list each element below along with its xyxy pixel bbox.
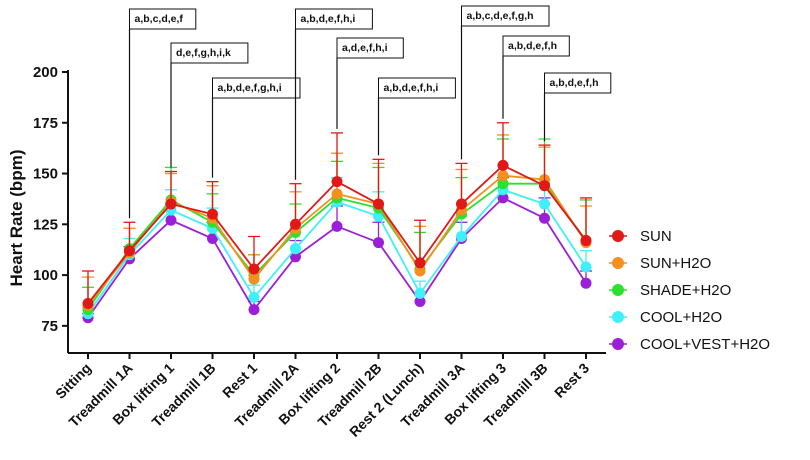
annotation-label: a,b,d,e,f,h [508,40,557,52]
y-tick-label: 125 [33,216,58,233]
data-point [580,261,592,273]
data-point [539,180,550,192]
y-axis-label: Heart Rate (bpm) [7,150,26,287]
annotation-label: a,b,d,e,f,h,i [301,13,356,25]
series-sun [82,122,592,310]
data-point [248,304,260,316]
data-point [331,176,343,188]
data-point [207,233,218,245]
data-point [165,198,177,210]
annotation: a,d,e,f,h,i [336,37,404,129]
legend-item: SUN+H2O [609,255,711,272]
annotation-label: a,b,c,d,e,f,g,h [467,10,534,22]
annotation-box [461,5,550,27]
y-tick-label: 175 [33,115,58,132]
legend-item: COOL+H2O [609,309,722,326]
annotation-layer: a,b,c,d,e,f d,e,f,g,h,i,k a,b,d,e,f,g,h,i a… [128,5,612,219]
data-point [290,243,301,255]
data-point [207,208,218,220]
annotation-box [170,42,249,64]
data-point [290,218,301,230]
data-point [539,198,550,210]
y-tick-label: 150 [33,166,58,183]
data-point [373,237,384,249]
data-point [414,287,426,299]
annotation: a,b,d,e,f,h,i [377,77,456,156]
annotation: a,b,d,e,f,h [543,72,612,142]
annotation: a,b,d,e,f,g,h,i [211,77,301,178]
legend-item: SUN [609,228,672,245]
legend-label: SHADE+H2O [640,282,731,299]
annotation: a,b,d,e,f,h [502,35,570,119]
data-point [290,251,301,263]
data-point [373,198,384,210]
legend-marker [612,257,624,269]
legend-item: COOL+VEST+H2O [609,336,770,353]
legend-marker [612,338,624,350]
annotation: d,e,f,g,h,i,k [170,42,249,168]
series-layer [82,122,592,324]
annotation-label: a,b,c,d,e,f [135,13,184,25]
data-point [580,235,592,247]
data-point [456,230,467,242]
data-point [414,257,426,269]
data-point [456,198,467,210]
data-point [497,178,509,190]
data-point [414,265,426,277]
annotation: a,b,c,d,e,f,g,h [460,5,550,160]
x-tick-label: Rest 2 (Lunch) [346,360,426,440]
data-point [539,212,550,224]
data-point [580,277,592,289]
data-point [497,159,509,171]
legend-item: SHADE+H2O [609,282,731,299]
data-point [124,245,135,257]
annotation-box [378,77,456,99]
annotation-box [129,8,197,30]
annotation-label: a,b,d,e,f,g,h,i [218,82,282,94]
data-point [165,214,177,226]
data-point [331,220,343,232]
annotation-box [212,77,301,99]
data-point [82,298,94,310]
legend-marker [612,284,624,296]
annotation-label: a,b,d,e,f,h [550,77,599,89]
annotation-label: d,e,f,g,h,i,k [176,47,231,59]
annotation-box [336,37,404,59]
legend-marker [612,311,624,323]
legend-label: COOL+VEST+H2O [640,336,770,353]
annotation-box [502,35,570,57]
annotation-label: a,b,d,e,f,h,i [384,82,439,94]
legend-label: COOL+H2O [640,309,722,326]
annotation: a,b,c,d,e,f [128,8,197,219]
y-tick-label: 200 [33,64,58,81]
y-tick-label: 100 [33,267,58,284]
legend-marker [612,230,624,242]
data-point [248,263,260,275]
legend: SUN SUN+H2O SHADE+H2O COOL+H2O COOL+VEST+H2O [609,228,770,353]
data-point [248,273,260,285]
y-tick-label: 75 [41,318,58,335]
legend-label: SUN+H2O [640,255,711,272]
data-point [248,291,260,303]
data-point [497,192,509,204]
data-point [497,170,509,182]
x-tick-label: Rest 3 [551,360,592,401]
annotation: a,b,d,e,f,h,i [294,8,373,180]
data-point [331,188,343,200]
annotation-label: a,d,e,f,h,i [342,42,388,54]
y-axis: 75 100 125 150 175 200 [33,64,69,353]
annotation-box [295,8,373,30]
data-point [414,295,426,307]
legend-label: SUN [640,228,672,245]
annotation-box [544,72,612,94]
